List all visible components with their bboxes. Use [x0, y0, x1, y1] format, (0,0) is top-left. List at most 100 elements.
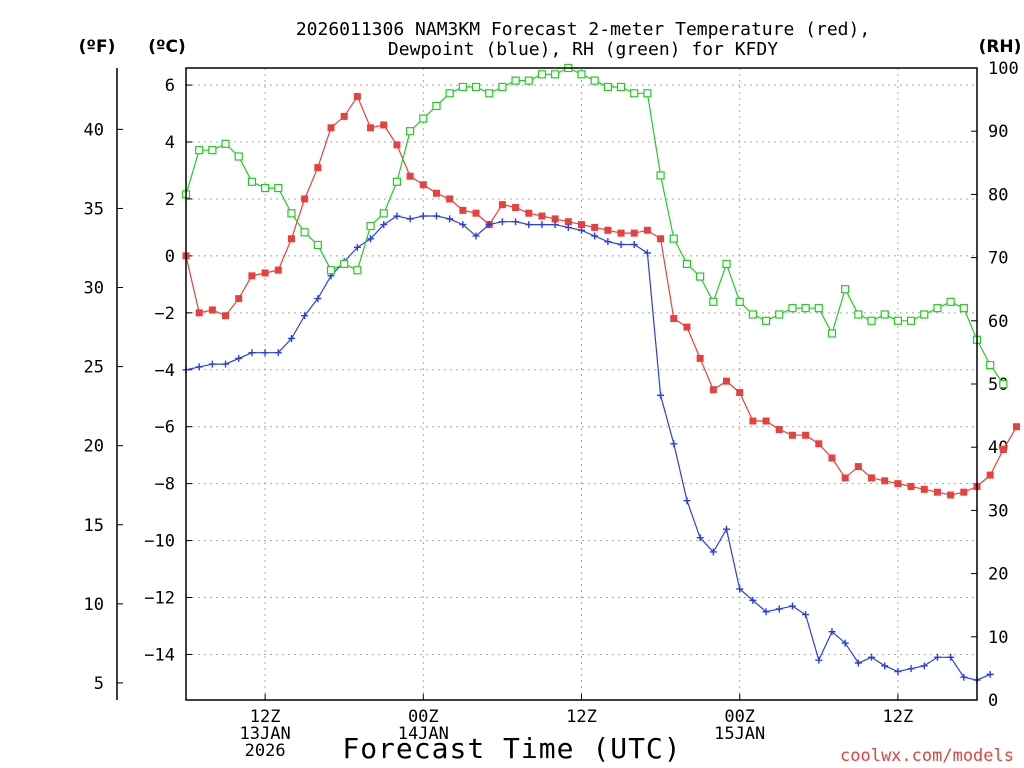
data-point	[471, 82, 481, 92]
fahrenheit-tick-label: 40	[84, 120, 104, 140]
fahrenheit-tick-label: 25	[84, 358, 104, 378]
rh-tick-label: 70	[988, 249, 1008, 269]
rh-tick-label: 80	[988, 185, 1008, 205]
data-point	[775, 605, 783, 613]
data-point	[195, 363, 203, 371]
data-point	[458, 82, 467, 92]
celsius-tick-label: −4	[155, 361, 175, 381]
data-point	[208, 146, 217, 155]
data-point	[603, 82, 612, 92]
data-point	[933, 488, 941, 496]
data-point	[406, 172, 414, 180]
data-point	[696, 354, 704, 362]
celsius-tick-label: −6	[155, 418, 175, 438]
celsius-tick-label: 2	[165, 190, 175, 210]
fahrenheit-tick-label: 30	[84, 279, 104, 299]
data-point	[446, 195, 454, 203]
data-point	[933, 304, 942, 313]
data-point	[287, 209, 296, 218]
data-point	[881, 477, 889, 485]
data-point	[748, 310, 757, 319]
data-point	[736, 389, 744, 397]
data-point	[880, 310, 889, 319]
fahrenheit-axis: 40 35 30 25 20 15 10 5	[84, 120, 123, 694]
data-point	[195, 309, 203, 317]
data-point	[604, 238, 612, 246]
data-point	[670, 440, 678, 448]
fahrenheit-tick-label: 10	[84, 595, 104, 615]
data-point	[551, 221, 559, 229]
data-point	[643, 89, 652, 98]
data-point	[616, 82, 626, 92]
data-point	[393, 141, 401, 149]
data-point	[393, 212, 401, 220]
fahrenheit-tick-label: 5	[94, 674, 104, 694]
data-point	[577, 70, 586, 79]
data-point	[300, 228, 309, 237]
time-tick-label: 12Z	[250, 707, 281, 727]
data-point	[366, 221, 375, 231]
data-point	[683, 497, 691, 505]
data-series	[181, 63, 1021, 684]
data-point	[630, 89, 639, 98]
fahrenheit-tick-label: 35	[84, 199, 104, 219]
data-point	[301, 312, 309, 320]
rh-tick-label: 20	[988, 565, 1008, 585]
data-point	[551, 215, 559, 223]
data-point	[617, 241, 625, 249]
data-point	[788, 431, 796, 439]
time-tick-label: 2026	[245, 741, 286, 761]
data-point	[868, 474, 876, 482]
data-point	[749, 596, 757, 604]
data-point	[947, 491, 955, 499]
data-point	[775, 310, 784, 319]
data-point	[814, 304, 823, 313]
data-point	[195, 146, 204, 155]
data-point	[801, 304, 810, 313]
data-point	[222, 360, 230, 368]
data-point	[234, 152, 243, 161]
data-point	[762, 417, 770, 425]
data-point	[537, 70, 547, 79]
data-point	[406, 215, 414, 223]
rh-tick-label: 30	[988, 501, 1008, 521]
data-point	[788, 304, 797, 313]
data-point	[762, 608, 770, 616]
data-point	[326, 266, 336, 275]
data-point	[590, 76, 599, 85]
time-tick-label: 14JAN	[398, 724, 449, 744]
chart-title: 2026011306 NAM3KM Forecast 2-meter Tempe…	[296, 19, 870, 60]
data-point	[867, 316, 876, 325]
time-tick-label: 12Z	[566, 707, 597, 727]
rh-tick-label: 0	[988, 691, 998, 711]
data-point	[591, 232, 599, 240]
data-point	[287, 334, 295, 342]
data-point	[604, 226, 612, 234]
data-point	[960, 673, 968, 681]
data-point	[472, 232, 480, 240]
data-point	[340, 112, 348, 120]
data-point	[248, 272, 256, 280]
data-point	[907, 665, 915, 673]
data-point	[893, 316, 903, 325]
data-point	[709, 297, 718, 306]
data-point	[353, 243, 361, 251]
data-point	[696, 272, 705, 281]
data-point	[564, 223, 572, 231]
data-point	[367, 124, 375, 132]
data-point	[498, 201, 506, 209]
data-point	[498, 82, 507, 92]
data-point	[445, 89, 454, 98]
data-point	[657, 235, 665, 243]
data-point	[894, 668, 902, 676]
data-point	[986, 670, 994, 678]
data-point	[235, 295, 243, 303]
data-point	[881, 662, 889, 670]
data-point	[419, 181, 427, 189]
data-point	[459, 221, 467, 229]
data-point	[432, 212, 440, 220]
data-point	[485, 221, 493, 229]
data-point	[854, 463, 862, 471]
